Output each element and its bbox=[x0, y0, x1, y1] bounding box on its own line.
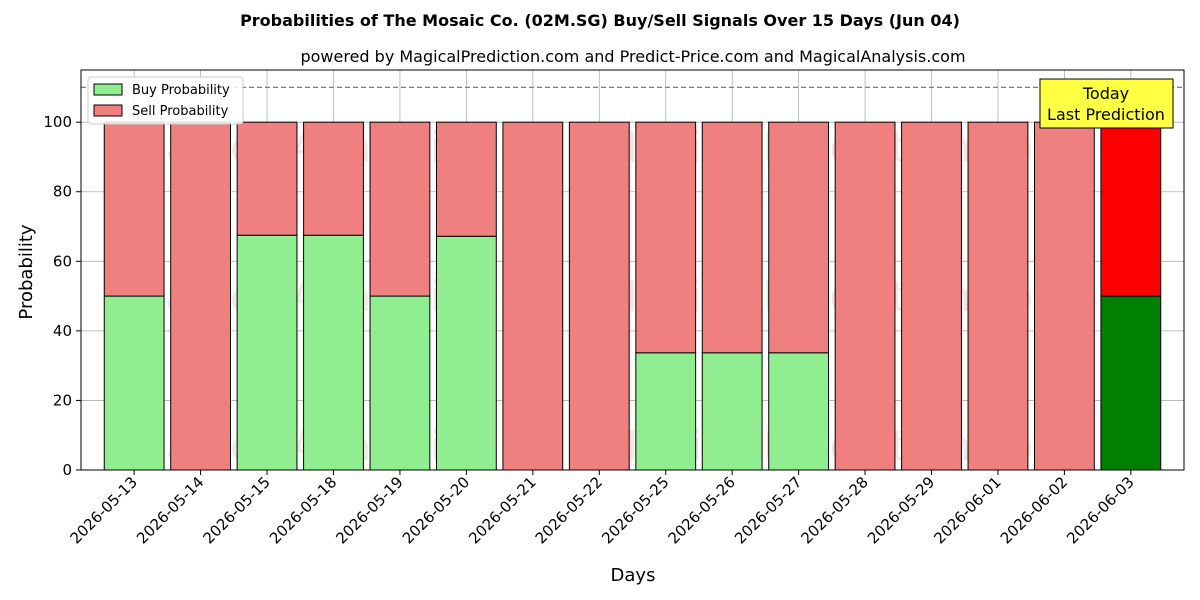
legend-label: Sell Probability bbox=[132, 104, 229, 119]
sell-bar bbox=[768, 121, 830, 354]
sell-bar bbox=[967, 121, 1029, 471]
y-tick-label: 100 bbox=[43, 113, 72, 131]
sell-bar bbox=[635, 121, 697, 354]
sell-bar bbox=[502, 121, 564, 471]
buy-bar bbox=[768, 352, 830, 471]
annotation-line1: Today bbox=[1082, 84, 1129, 103]
today-annotation: Today Last Prediction bbox=[1039, 78, 1174, 129]
x-tick-label: 2026-05-26 bbox=[665, 473, 739, 547]
y-axis-label: Probability bbox=[16, 224, 37, 319]
plot-frame bbox=[80, 69, 1185, 471]
buy-bar bbox=[369, 295, 431, 471]
x-axis-label: Days bbox=[611, 565, 656, 586]
sell-bar bbox=[701, 121, 763, 354]
sell-bar bbox=[303, 121, 364, 236]
y-tick-label: 80 bbox=[53, 183, 72, 201]
legend-swatch bbox=[93, 83, 123, 96]
buy-bar bbox=[236, 234, 298, 471]
annotation-line2: Last Prediction bbox=[1047, 105, 1165, 124]
buy-bar bbox=[103, 295, 165, 471]
x-tick-label: 2026-05-15 bbox=[199, 473, 273, 547]
sell-bar bbox=[369, 121, 431, 297]
y-tick-label: 60 bbox=[53, 252, 72, 270]
x-tick-label: 2026-06-02 bbox=[997, 473, 1071, 547]
x-tick-label: 2026-05-28 bbox=[798, 473, 872, 547]
legend-swatch bbox=[93, 104, 123, 117]
x-tick-label: 2026-06-03 bbox=[1063, 473, 1137, 547]
x-tick-label: 2026-05-29 bbox=[864, 473, 938, 547]
legend-label: Buy Probability bbox=[132, 83, 230, 98]
buy-bar bbox=[701, 352, 763, 471]
legend-box bbox=[87, 76, 244, 125]
sell-bar bbox=[170, 121, 232, 471]
sell-bar bbox=[1033, 121, 1095, 471]
x-tick-label: 2026-06-01 bbox=[930, 473, 1004, 547]
x-tick-label: 2026-05-14 bbox=[133, 473, 207, 547]
x-tick-label: 2026-05-21 bbox=[465, 473, 539, 547]
y-tick-label: 20 bbox=[53, 391, 72, 409]
buy-bar bbox=[435, 235, 497, 471]
sell-bar bbox=[103, 121, 165, 297]
y-tick-label: 0 bbox=[62, 461, 72, 479]
annotation-box bbox=[1039, 78, 1174, 129]
x-tick-label: 2026-05-13 bbox=[67, 473, 141, 547]
x-tick-label: 2026-05-19 bbox=[332, 473, 406, 547]
sell-bar bbox=[1100, 121, 1162, 297]
buy-bar bbox=[635, 352, 697, 471]
buy-bar bbox=[303, 234, 364, 471]
sell-bar bbox=[834, 121, 896, 471]
x-tick-label: 2026-05-25 bbox=[598, 473, 672, 547]
legend: Buy Probability Sell Probability bbox=[87, 76, 244, 125]
sell-bar bbox=[435, 121, 497, 237]
bar-layer bbox=[103, 121, 1162, 471]
chart-title: Probabilities of The Mosaic Co. (02M.SG)… bbox=[240, 11, 960, 30]
sell-bar bbox=[568, 121, 630, 471]
x-tick-label: 2026-05-18 bbox=[266, 473, 340, 547]
buy-bar bbox=[1100, 295, 1162, 471]
chart-subtitle: powered by MagicalPrediction.com and Pre… bbox=[300, 47, 965, 66]
x-tick-label: 2026-05-27 bbox=[731, 473, 805, 547]
y-tick-label: 40 bbox=[53, 322, 72, 340]
sell-bar bbox=[236, 121, 298, 236]
sell-bar bbox=[901, 121, 962, 471]
x-tick-label: 2026-05-20 bbox=[399, 473, 473, 547]
x-tick-label: 2026-05-22 bbox=[532, 473, 606, 547]
